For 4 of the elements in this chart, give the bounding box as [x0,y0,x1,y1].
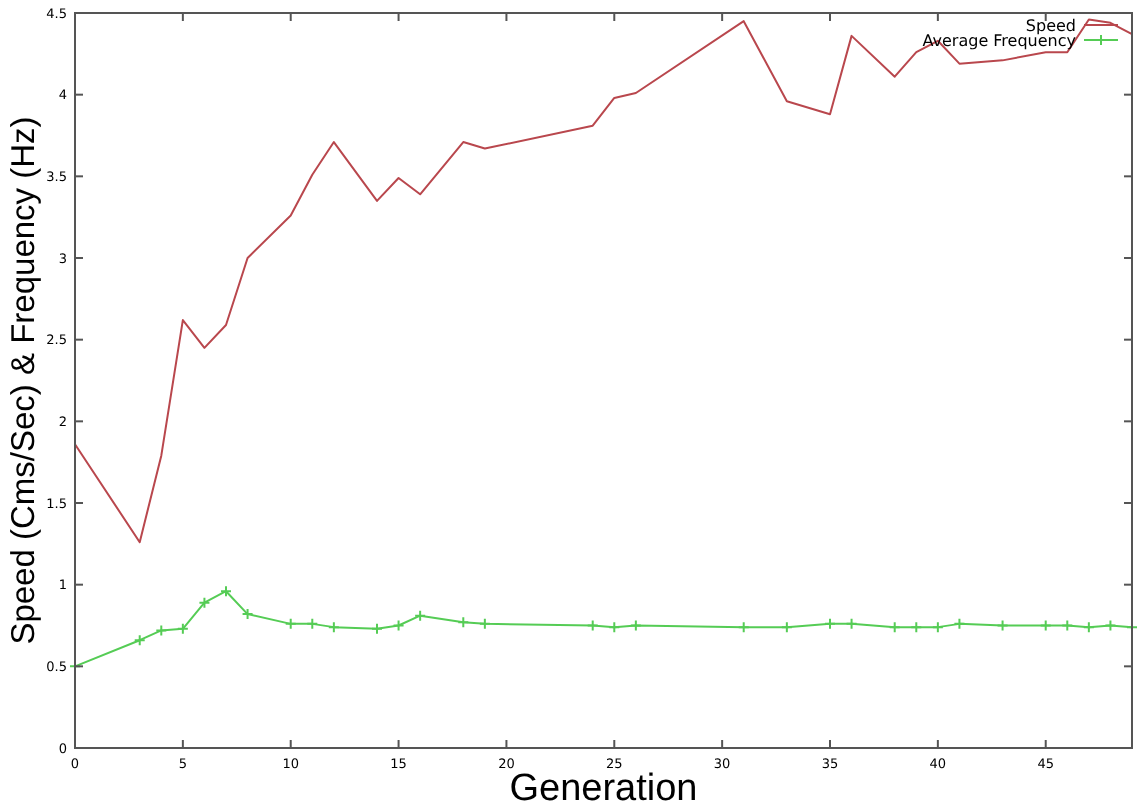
legend-label: Speed [1025,16,1076,35]
y-axis-title: Speed (Cms/Sec) & Frequency (Hz) [6,116,42,645]
legend-label: Average Frequency [922,31,1077,50]
x-axis-title: Generation [509,768,698,806]
